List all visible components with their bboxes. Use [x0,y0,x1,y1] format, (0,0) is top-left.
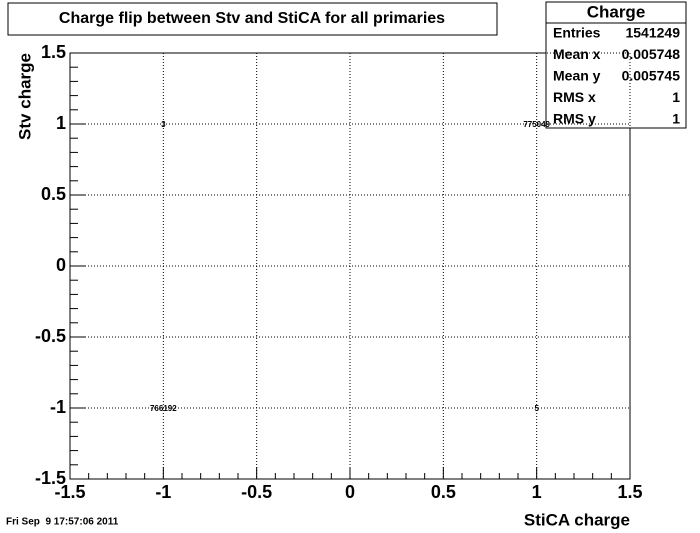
stats-value: 1 [672,111,680,127]
y-tick-label: 0.5 [41,184,66,204]
x-tick-label: 1.5 [617,482,642,502]
cell-count: 3 [161,120,166,129]
x-tick-label: 0.5 [431,482,456,502]
y-tick-label: -0.5 [35,326,66,346]
x-tick-label: -0.5 [241,482,272,502]
stats-value: 0.005745 [622,68,681,84]
stats-label: Mean y [553,68,601,84]
cell-count: 775049 [523,120,550,129]
stats-title: Charge [587,2,646,21]
stats-value: 1541249 [625,25,680,41]
chart-title: Charge flip between Stv and StiCA for al… [59,10,445,27]
stats-label: RMS y [553,111,596,127]
x-tick-label: -1.5 [54,482,85,502]
cell-count: 766192 [150,404,177,413]
stats-label: RMS x [553,89,596,105]
stats-label: Mean x [553,46,601,62]
y-axis-label: Stv charge [15,53,34,140]
x-tick-label: -1 [155,482,171,502]
timestamp: Fri Sep 9 17:57:06 2011 [6,517,119,528]
y-tick-label: -1.5 [35,468,66,488]
stats-label: Entries [553,25,601,41]
y-tick-label: 1.5 [41,42,66,62]
stats-value: 0.005748 [622,46,681,62]
y-tick-label: 0 [56,255,66,275]
stats-value: 1 [672,89,680,105]
cell-count: 5 [534,404,539,413]
x-axis-label: StiCA charge [524,510,630,529]
title-box [7,2,498,36]
y-tick-label: -1 [50,397,66,417]
x-tick-label: 0 [345,482,355,502]
x-tick-label: 1 [532,482,542,502]
y-tick-label: 1 [56,113,66,133]
